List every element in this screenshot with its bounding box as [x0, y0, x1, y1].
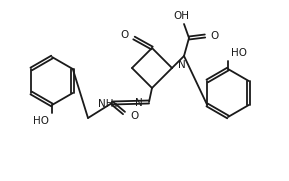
Text: O: O	[210, 31, 218, 41]
Text: O: O	[130, 111, 138, 121]
Text: OH: OH	[173, 11, 189, 21]
Text: HO: HO	[33, 116, 49, 126]
Text: HO: HO	[231, 48, 247, 58]
Text: NH₂: NH₂	[98, 99, 118, 109]
Text: O: O	[121, 30, 129, 40]
Text: N: N	[135, 98, 143, 108]
Text: N: N	[178, 60, 186, 70]
